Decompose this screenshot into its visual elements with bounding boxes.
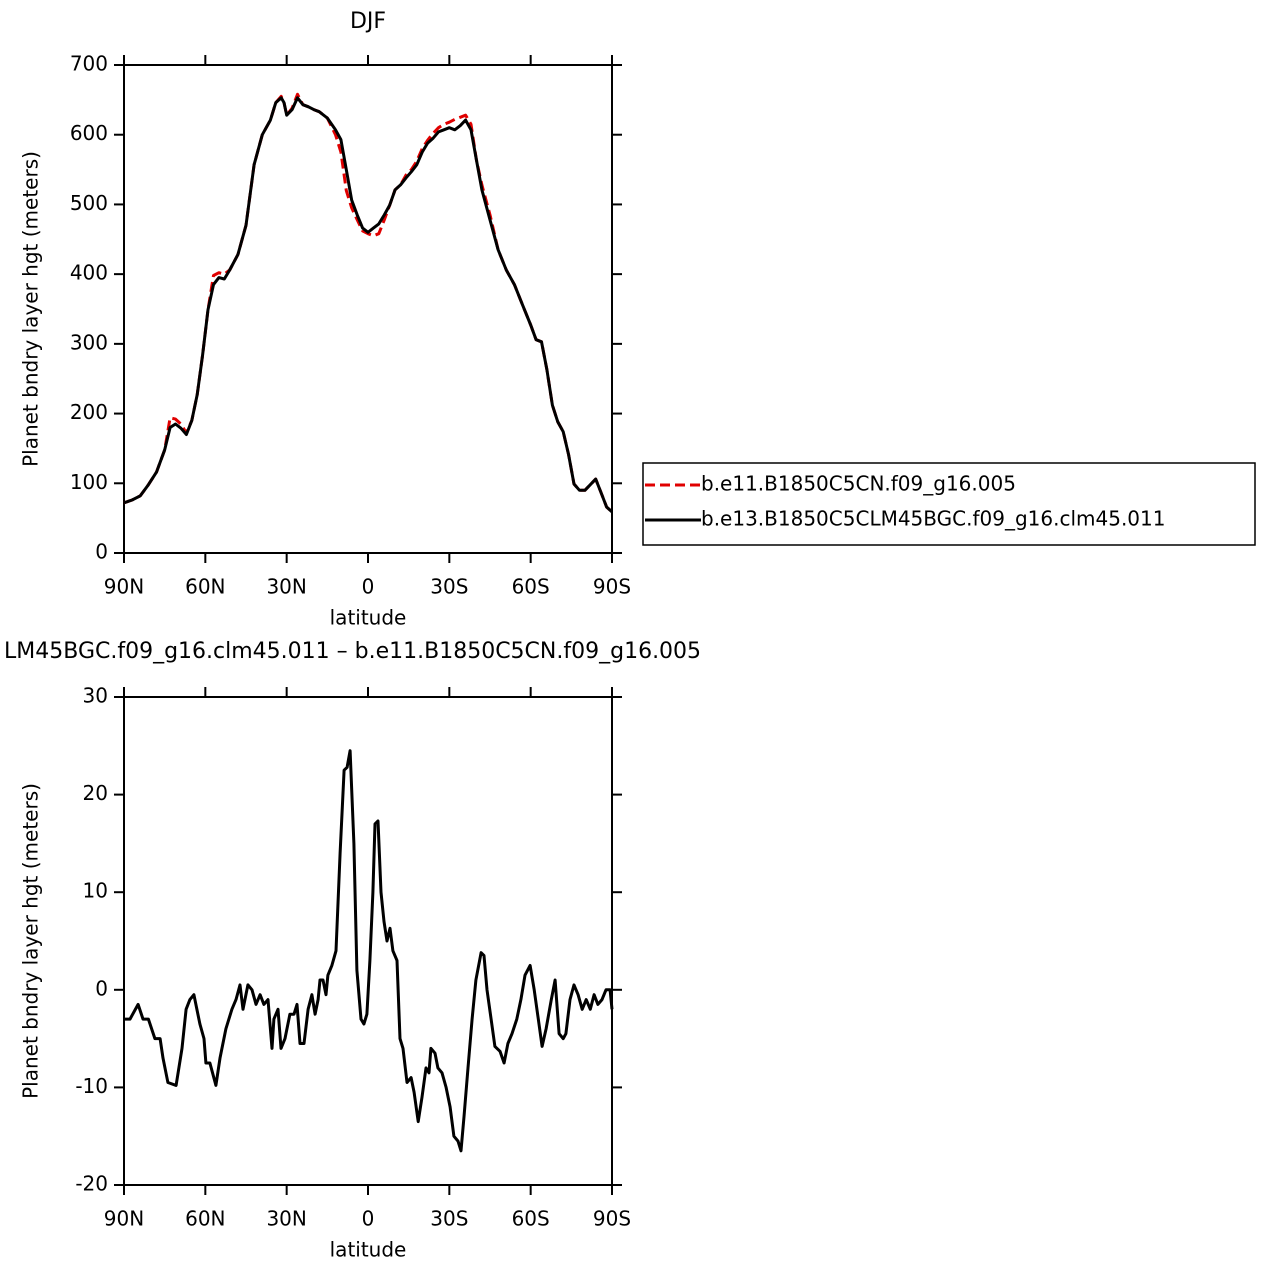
- x-tick-label: 30N: [266, 1207, 306, 1231]
- x-tick-label: 90N: [104, 1207, 144, 1231]
- plot-frame: [123, 64, 613, 554]
- y-tick-label: 0: [95, 540, 108, 564]
- x-tick-label: 60S: [512, 575, 550, 599]
- legend-label: b.e11.B1850C5CN.f09_g16.005: [701, 472, 1016, 496]
- x-tick-label: 60N: [185, 575, 225, 599]
- x-tick-label: 60N: [185, 1207, 225, 1231]
- y-tick-label: 10: [83, 879, 108, 903]
- y-tick-label: 0: [95, 976, 108, 1000]
- x-tick-label: 30S: [430, 575, 468, 599]
- x-tick-label: 0: [362, 575, 375, 599]
- y-tick-label: 100: [70, 470, 108, 494]
- y-tick-label: 700: [70, 52, 108, 76]
- y-tick-label: 200: [70, 400, 108, 424]
- x-tick-label: 30S: [430, 1207, 468, 1231]
- y-tick-label: 500: [70, 191, 108, 215]
- y-tick-label: 30: [83, 684, 108, 708]
- chart-title: DJF: [350, 9, 386, 34]
- y-tick-label: 20: [83, 781, 108, 805]
- y-tick-label: -10: [75, 1074, 108, 1098]
- legend: b.e11.B1850C5CN.f09_g16.005 b.e13.B1850C5…: [642, 462, 1256, 546]
- x-tick-label: 0: [362, 1207, 375, 1231]
- y-tick-label: 400: [70, 261, 108, 285]
- x-axis-label: latitude: [330, 606, 407, 630]
- y-tick-label: -20: [75, 1172, 108, 1196]
- y-tick-label: 600: [70, 121, 108, 145]
- x-tick-label: 30N: [266, 575, 306, 599]
- x-axis-label: latitude: [330, 1238, 407, 1262]
- series-line: [123, 96, 614, 514]
- x-tick-label: 60S: [512, 1207, 550, 1231]
- chart-title: LM45BGC.f09_g16.clm45.011 – b.e11.B1850C…: [4, 639, 701, 664]
- x-tick-label: 90S: [593, 575, 631, 599]
- series-line: [123, 92, 614, 514]
- y-tick-label: 300: [70, 330, 108, 354]
- plot-frame: [123, 696, 613, 1186]
- legend-label: b.e13.B1850C5CLM45BGC.f09_g16.clm45.011: [701, 507, 1165, 531]
- series-line: [124, 749, 614, 1153]
- x-tick-label: 90S: [593, 1207, 631, 1231]
- x-tick-label: 90N: [104, 575, 144, 599]
- y-axis-label: Planet bndry layer hgt (meters): [19, 783, 43, 1099]
- y-axis-label: Planet bndry layer hgt (meters): [19, 151, 43, 467]
- legend-box: [642, 462, 1256, 546]
